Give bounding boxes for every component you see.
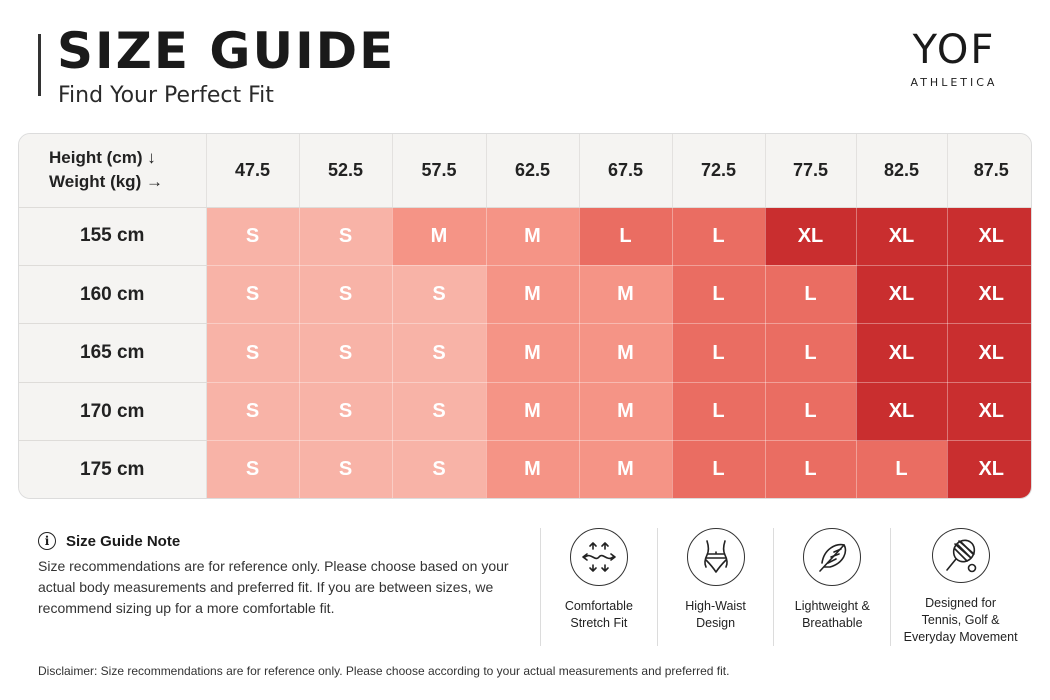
weight-header: 77.5	[765, 134, 857, 208]
feature-lightweight: Lightweight & Breathable	[773, 528, 890, 646]
size-cell: XL	[856, 382, 948, 442]
height-label: 170 cm	[19, 382, 207, 442]
size-cell: L	[672, 382, 766, 442]
size-cell: L	[672, 323, 766, 383]
title-accent-bar	[38, 34, 41, 96]
table-row: 175 cm S S S M M L L L XL	[19, 440, 1031, 498]
size-cell: M	[579, 265, 673, 325]
feature-label: Lightweight & Breathable	[794, 599, 870, 630]
size-cell: XL	[947, 382, 1031, 442]
feature-stretch: Comfortable Stretch Fit	[540, 528, 657, 646]
disclaimer-text: Disclaimer: Size recommendations are for…	[38, 664, 730, 678]
size-cell: M	[579, 323, 673, 383]
size-cell: S	[299, 207, 393, 266]
size-cell: S	[206, 265, 300, 325]
size-cell: XL	[856, 207, 948, 266]
size-cell: M	[486, 382, 580, 442]
size-cell: L	[672, 207, 766, 266]
page-subtitle: Find Your Perfect Fit	[58, 83, 274, 108]
size-cell: L	[672, 265, 766, 325]
size-cell: L	[765, 382, 857, 442]
size-cell: M	[579, 382, 673, 442]
height-label: 160 cm	[19, 265, 207, 325]
feature-high-waist: High-Waist Design	[656, 528, 774, 646]
table-row: 155 cm S S M M L L XL XL XL	[19, 207, 1031, 266]
size-cell: L	[765, 323, 857, 383]
size-cell: S	[206, 207, 300, 266]
high-waist-icon	[686, 528, 745, 586]
weight-header-row: Height (cm) ↓ Weight (kg) → 47.5 52.5 57…	[19, 134, 1031, 208]
axis-corner-label: Height (cm) ↓ Weight (kg) →	[19, 134, 207, 208]
weight-header: 57.5	[392, 134, 487, 208]
size-cell: M	[579, 440, 673, 498]
size-cell: L	[765, 265, 857, 325]
height-label: 175 cm	[19, 440, 207, 498]
size-cell: S	[299, 382, 393, 442]
weight-header: 52.5	[299, 134, 393, 208]
size-cell: L	[672, 440, 766, 498]
weight-header: 62.5	[486, 134, 580, 208]
size-cell: XL	[947, 323, 1031, 383]
size-cell: M	[486, 207, 580, 266]
weight-header: 82.5	[856, 134, 948, 208]
size-cell: S	[299, 323, 393, 383]
brand-name: YOF	[912, 27, 996, 73]
size-cell: S	[392, 323, 487, 383]
brand-logo: YOF ATHLETICA	[894, 30, 1014, 89]
size-cell: S	[392, 382, 487, 442]
size-cell: S	[299, 440, 393, 498]
size-cell: M	[392, 207, 487, 266]
table-row: 160 cm S S S M M L L XL XL	[19, 265, 1031, 325]
size-cell: S	[392, 440, 487, 498]
size-cell: S	[206, 323, 300, 383]
size-cell: S	[206, 382, 300, 442]
size-cell: L	[579, 207, 673, 266]
table-row: 170 cm S S S M M L L XL XL	[19, 382, 1031, 442]
page-title: SIZE GUIDE	[57, 22, 396, 80]
size-cell: M	[486, 323, 580, 383]
weight-header: 67.5	[579, 134, 673, 208]
stretch-arrows-icon	[569, 528, 628, 586]
feather-icon	[803, 528, 862, 586]
size-table: Height (cm) ↓ Weight (kg) → 47.5 52.5 57…	[19, 134, 1031, 498]
weight-axis-label: Weight (kg) →	[49, 172, 163, 192]
tennis-racket-icon	[931, 528, 990, 583]
size-cell: XL	[765, 207, 857, 266]
size-cell: S	[392, 265, 487, 325]
note-header: i Size Guide Note	[38, 532, 518, 550]
weight-header: 72.5	[672, 134, 766, 208]
size-cell: XL	[947, 440, 1031, 498]
weight-header: 47.5	[206, 134, 300, 208]
note-title: Size Guide Note	[66, 532, 181, 550]
feature-list: Comfortable Stretch Fit High-Waist Desig…	[540, 528, 1030, 646]
feature-label: Comfortable Stretch Fit	[564, 599, 633, 630]
feature-label: Designed for Tennis, Golf & Everyday Mov…	[903, 596, 1018, 644]
size-cell: XL	[856, 323, 948, 383]
size-guide-note: i Size Guide Note Size recommendations a…	[38, 532, 518, 619]
size-cell: L	[856, 440, 948, 498]
height-label: 165 cm	[19, 323, 207, 383]
size-cell: M	[486, 265, 580, 325]
size-chart: Height (cm) ↓ Weight (kg) → 47.5 52.5 57…	[18, 133, 1032, 499]
height-label: 155 cm	[19, 207, 207, 266]
feature-sport: Designed for Tennis, Golf & Everyday Mov…	[890, 528, 1030, 646]
size-cell: XL	[947, 207, 1031, 266]
table-row: 165 cm S S S M M L L XL XL	[19, 323, 1031, 383]
size-cell: XL	[947, 265, 1031, 325]
size-cell: XL	[856, 265, 948, 325]
brand-tagline: ATHLETICA	[910, 76, 998, 89]
height-axis-label: Height (cm) ↓	[49, 148, 156, 168]
weight-header: 87.5	[947, 134, 1031, 208]
size-cell: L	[765, 440, 857, 498]
size-cell: S	[206, 440, 300, 498]
info-icon: i	[38, 532, 56, 550]
size-cell: S	[299, 265, 393, 325]
size-cell: M	[486, 440, 580, 498]
note-text: Size recommendations are for reference o…	[38, 558, 509, 616]
feature-label: High-Waist Design	[685, 599, 746, 630]
